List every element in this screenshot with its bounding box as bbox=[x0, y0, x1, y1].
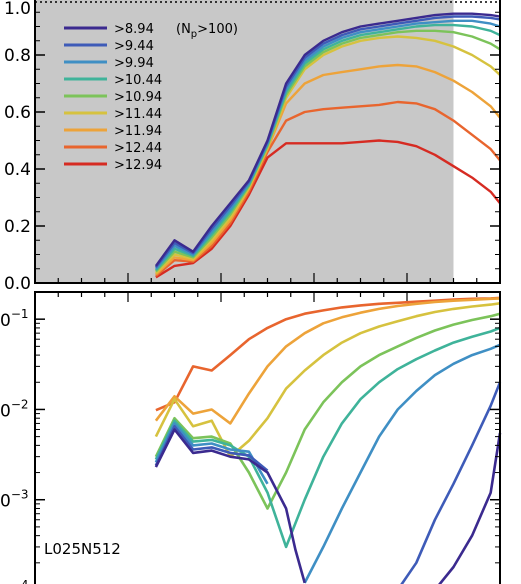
legend-label-3: >10.44 bbox=[114, 73, 162, 88]
legend-label-0: >8.94 bbox=[114, 22, 154, 37]
legend-label-2: >9.94 bbox=[114, 56, 154, 71]
top-axis-ticks: 0.0 0.2 0.4 0.6 0.8 1.0 bbox=[4, 0, 501, 302]
legend: >8.94 (Np>100)>9.44>9.94>10.44>10.94>11.4… bbox=[64, 22, 238, 173]
bottom-series-line-5 bbox=[154, 302, 501, 459]
bottom-series-line-2 bbox=[154, 422, 269, 485]
top-ytick-label: 0.2 bbox=[4, 217, 31, 237]
top-panel: 0.00.20.40.60.81.0 >8.94 (Np>100)>9.44>9.… bbox=[4, 0, 501, 302]
top-series-line-5 bbox=[155, 35, 501, 274]
legend-label-8: >12.94 bbox=[114, 158, 162, 173]
bottom-ytick-label: 0−1 bbox=[0, 307, 29, 331]
bottom-ytick-exponent: −4 bbox=[11, 578, 29, 584]
bottom-series-line-6 bbox=[154, 297, 501, 425]
bottom-ytick-label: 0−3 bbox=[0, 488, 29, 512]
bottom-ytick-exponent: −2 bbox=[11, 397, 29, 411]
legend-label-6: >11.94 bbox=[114, 124, 162, 139]
bottom-series-line-4 bbox=[154, 312, 501, 510]
top-ytick-label: 0.4 bbox=[4, 160, 31, 180]
bottom-ytick-exponent: −1 bbox=[11, 307, 29, 321]
top-series-line-0 bbox=[154, 12, 501, 267]
top-series-line-2 bbox=[154, 19, 501, 270]
top-series-line-7 bbox=[155, 100, 501, 277]
bottom-ytick-label: 0−4 bbox=[0, 578, 29, 584]
bottom-series-line-1 bbox=[154, 424, 269, 472]
bottom-ytick-exponent: −3 bbox=[11, 488, 29, 502]
simulation-label: L025N512 bbox=[44, 540, 121, 558]
top-ytick-label: 0.8 bbox=[4, 46, 31, 66]
bottom-series-line-1 bbox=[400, 381, 502, 584]
legend-note-subscript: p bbox=[191, 29, 197, 40]
bottom-series-line-3 bbox=[154, 326, 501, 549]
bottom-series-line-2 bbox=[303, 343, 501, 584]
bottom-series-line-0 bbox=[438, 432, 502, 584]
legend-note-tail: >100) bbox=[197, 22, 238, 37]
top-series-lines bbox=[154, 12, 501, 279]
top-ytick-label: 0.0 bbox=[4, 274, 31, 294]
bottom-series-line-7 bbox=[155, 296, 501, 412]
legend-label-4: >10.94 bbox=[114, 90, 162, 105]
bottom-series-lines bbox=[154, 296, 502, 584]
bottom-ytick-label: 0−2 bbox=[0, 397, 29, 421]
top-series-line-8 bbox=[155, 139, 501, 279]
top-series-line-3 bbox=[154, 23, 501, 271]
legend-label-1: >9.44 bbox=[114, 39, 154, 54]
bottom-plot-frame bbox=[34, 291, 501, 584]
legend-label-5: >11.44 bbox=[114, 107, 162, 122]
top-series-line-6 bbox=[155, 63, 501, 276]
top-ytick-label: 0.6 bbox=[4, 103, 31, 123]
top-series-line-1 bbox=[154, 15, 501, 269]
top-ytick-label: 1.0 bbox=[4, 0, 31, 19]
bottom-series-line-0 bbox=[154, 428, 306, 584]
bottom-panel: 0−1 0−2 0−3 0−4 L025N512 bbox=[0, 291, 502, 584]
top-series-line-4 bbox=[155, 29, 501, 273]
legend-label-7: >12.44 bbox=[114, 141, 162, 156]
